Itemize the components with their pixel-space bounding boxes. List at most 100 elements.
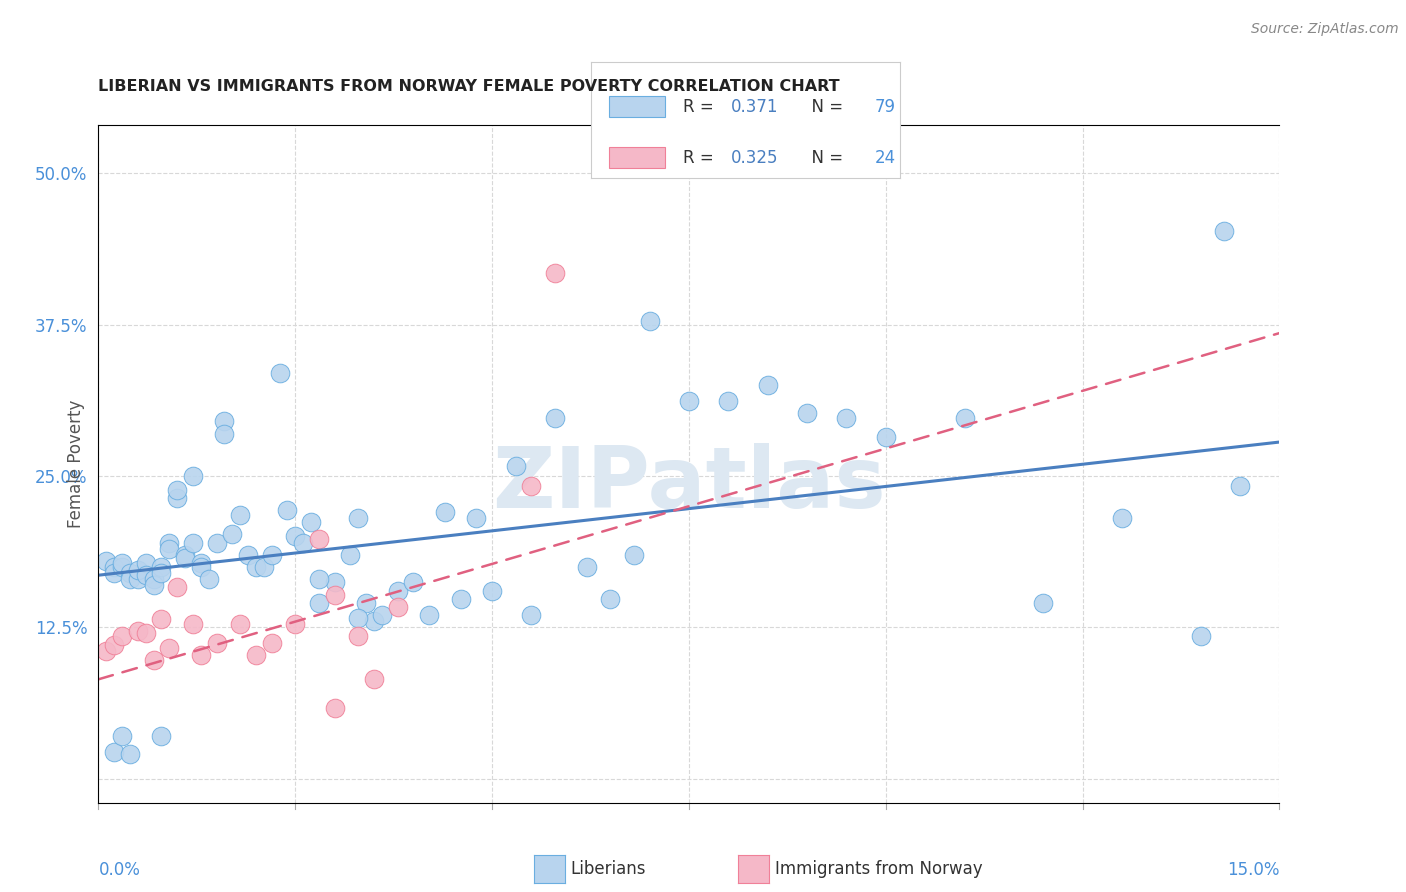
Point [118,566,141,580]
Point [111,556,134,570]
Point [157,541,180,556]
Point [142,653,165,667]
Point [142,572,165,586]
Point [127,572,149,586]
Point [190,559,212,574]
Point [181,616,204,631]
Point [623,548,645,562]
Point [465,511,488,525]
Point [544,266,567,280]
Point [118,572,141,586]
Text: N =: N = [801,149,848,167]
Point [1032,596,1054,610]
Point [433,505,456,519]
Point [323,701,346,715]
Point [276,503,298,517]
Point [418,608,440,623]
Text: 0.325: 0.325 [731,149,779,167]
Point [363,673,385,687]
Text: R =: R = [683,97,720,115]
Point [520,478,543,492]
Point [103,559,125,574]
Point [174,551,197,566]
Point [575,559,598,574]
Point [1213,224,1236,238]
Point [371,608,394,623]
Text: Immigrants from Norway: Immigrants from Norway [775,860,983,878]
Point [796,406,818,420]
Point [245,648,267,662]
Text: 15.0%: 15.0% [1227,861,1279,879]
Point [387,584,409,599]
Point [166,580,188,594]
Point [190,648,212,662]
Point [953,410,976,425]
Point [181,535,204,549]
Point [181,469,204,483]
Point [150,559,173,574]
Point [717,393,740,408]
Point [135,556,157,570]
Point [118,747,141,762]
Point [363,614,385,628]
Point [103,745,125,759]
Point [347,610,370,624]
Point [387,599,409,614]
Text: R =: R = [683,149,720,167]
Point [1111,511,1133,525]
Point [260,548,283,562]
Point [638,314,661,328]
Point [756,378,779,392]
Point [150,566,173,580]
Text: Liberians: Liberians [571,860,647,878]
Point [284,616,307,631]
Point [308,572,330,586]
Point [835,410,858,425]
Point [142,578,165,592]
Point [347,511,370,525]
Point [205,636,228,650]
Point [157,535,180,549]
Text: LIBERIAN VS IMMIGRANTS FROM NORWAY FEMALE POVERTY CORRELATION CHART: LIBERIAN VS IMMIGRANTS FROM NORWAY FEMAL… [98,78,839,94]
Point [260,636,283,650]
Point [354,596,377,610]
Text: 0.371: 0.371 [731,97,779,115]
Text: Source: ZipAtlas.com: Source: ZipAtlas.com [1251,22,1399,37]
Point [253,559,276,574]
Point [135,626,157,640]
Point [284,529,307,543]
FancyBboxPatch shape [609,147,665,168]
Point [1229,478,1251,492]
Point [323,575,346,590]
Text: ZIPatlas: ZIPatlas [492,442,886,525]
Point [103,566,125,580]
Point [174,548,197,562]
Point [150,729,173,743]
Text: 0.0%: 0.0% [98,861,141,879]
Point [339,548,361,562]
Point [111,729,134,743]
Point [166,483,188,498]
Point [292,535,315,549]
Point [135,568,157,582]
Point [269,366,291,380]
Point [166,491,188,505]
Point [678,393,700,408]
Point [229,616,252,631]
Point [221,527,243,541]
Point [111,629,134,643]
Text: 79: 79 [875,97,896,115]
Point [308,596,330,610]
Point [245,559,267,574]
Point [157,640,180,655]
Point [599,592,621,607]
Point [205,535,228,549]
Point [323,588,346,602]
Text: 24: 24 [875,149,896,167]
Point [875,430,897,444]
Point [1189,629,1212,643]
Point [197,572,219,586]
Point [505,459,527,474]
Point [214,426,236,441]
Point [402,575,425,590]
